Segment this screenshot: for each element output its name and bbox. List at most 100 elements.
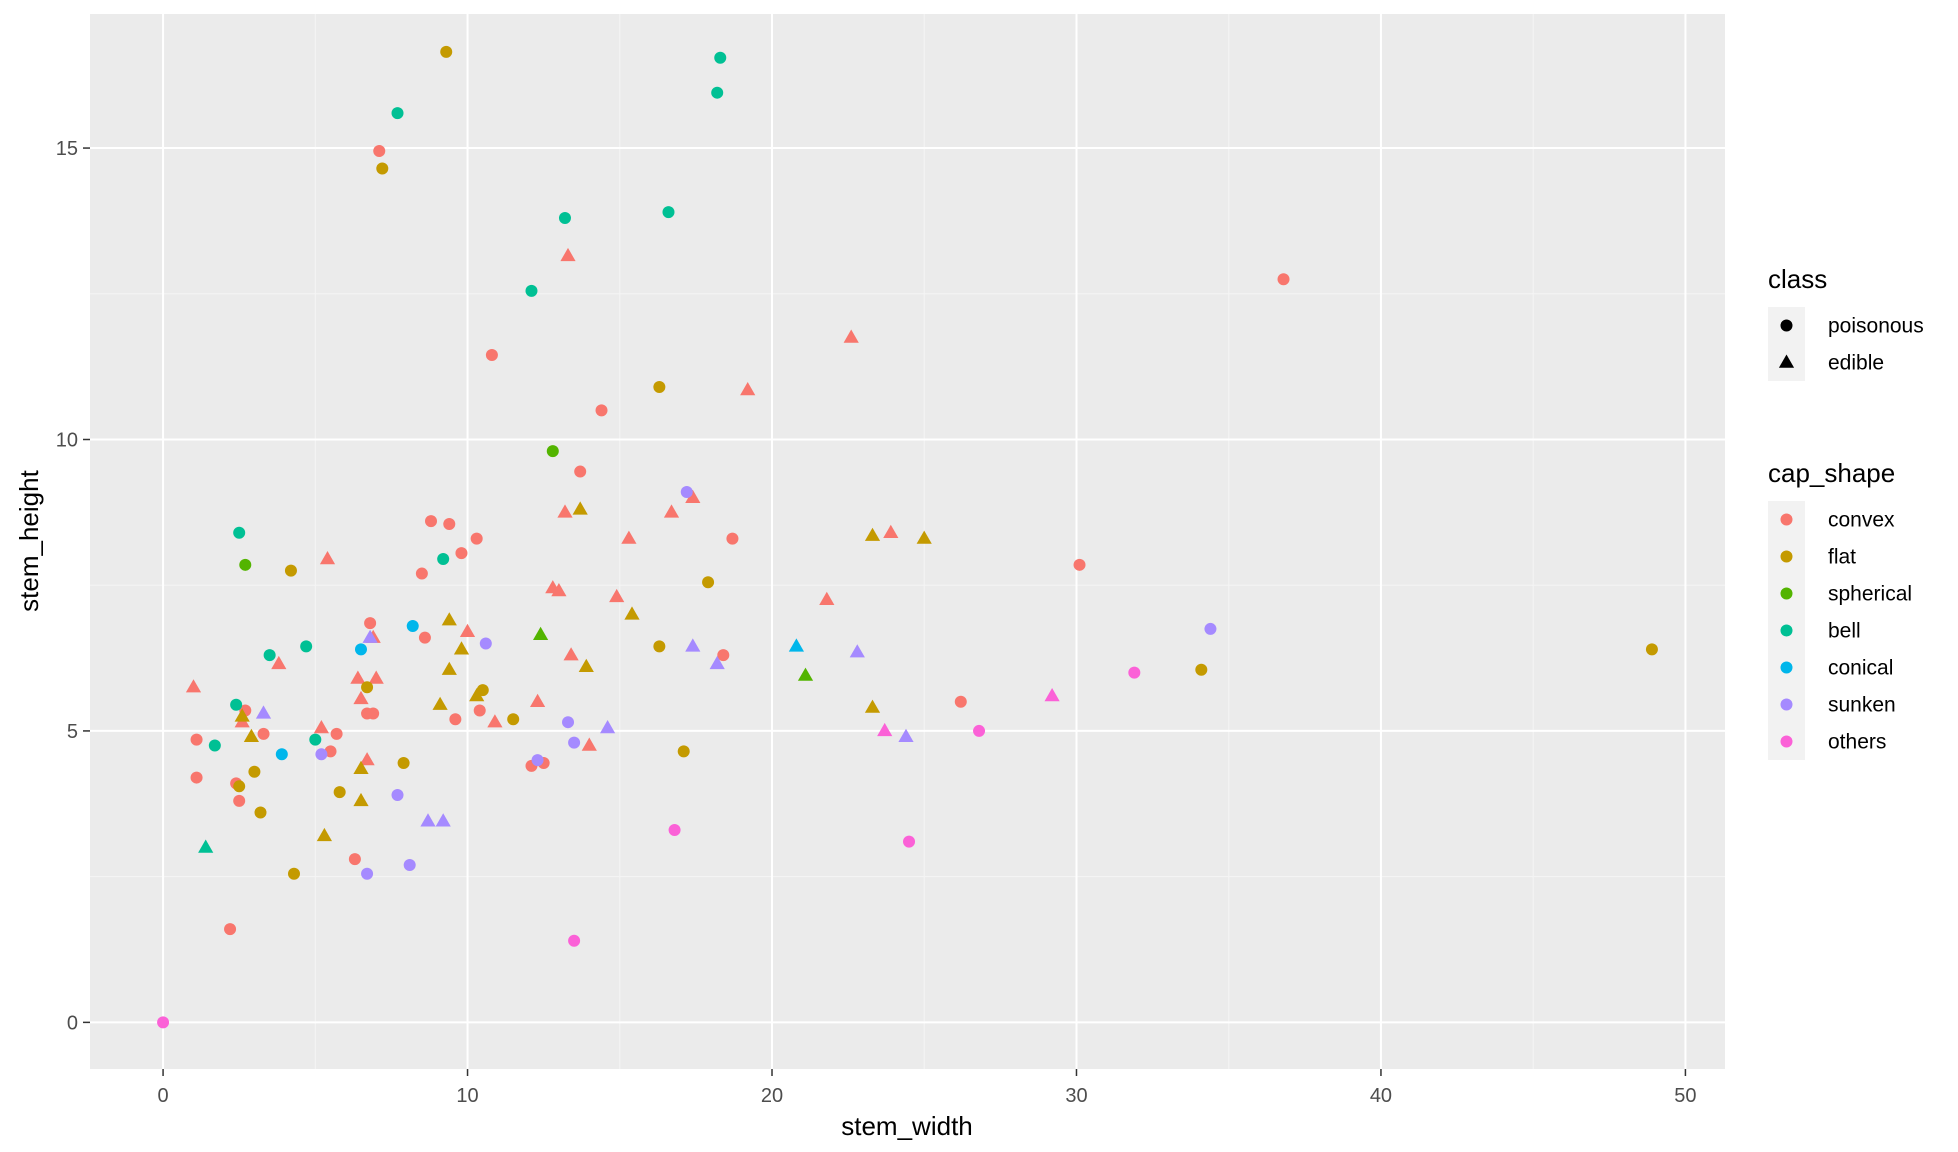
- data-point-poisonous-flat: [653, 381, 666, 394]
- legend-cap-shape-title: cap_shape: [1768, 458, 1895, 488]
- data-point-edible-convex: [581, 737, 597, 751]
- data-point-edible-sunken: [420, 813, 436, 827]
- data-point-poisonous-flat: [376, 162, 389, 175]
- data-point-edible-convex: [359, 752, 375, 766]
- data-point-poisonous-bell: [233, 526, 246, 539]
- data-point-poisonous-convex: [1073, 558, 1086, 571]
- data-point-poisonous-sunken: [361, 867, 374, 880]
- legend-key-spherical: [1780, 587, 1793, 600]
- y-tick-label: 5: [67, 721, 78, 743]
- data-point-edible-convex: [609, 588, 625, 603]
- plot-panel: [90, 14, 1725, 1069]
- y-tick-label: 0: [67, 1012, 78, 1034]
- legend-class-key-background: [1768, 307, 1805, 381]
- data-point-poisonous-convex: [954, 695, 967, 708]
- data-point-edible-convex: [368, 670, 384, 684]
- data-point-poisonous-bell: [208, 739, 221, 752]
- data-point-poisonous-convex: [574, 465, 587, 478]
- data-point-poisonous-conical: [354, 643, 367, 656]
- data-point-poisonous-convex: [224, 923, 237, 936]
- legend-class: class poisonous edible: [1768, 264, 1924, 381]
- data-point-edible-flat: [578, 658, 594, 672]
- data-point-poisonous-bell: [230, 698, 243, 711]
- data-point-edible-convex: [663, 504, 680, 518]
- legend-class-keys: poisonous edible: [1768, 307, 1924, 381]
- data-point-poisonous-convex: [233, 794, 246, 807]
- data-point-edible-flat: [353, 792, 369, 807]
- legend-key-sunken: [1780, 698, 1793, 711]
- data-point-edible-convex: [843, 329, 859, 343]
- data-point-poisonous-sunken: [479, 637, 492, 650]
- data-point-poisonous-flat: [677, 745, 690, 758]
- y-axis-title: stem_height: [14, 469, 44, 611]
- x-tick-label: 40: [1370, 1085, 1392, 1107]
- x-tick-label: 20: [761, 1085, 783, 1107]
- legend-key-edible: [1778, 354, 1795, 368]
- data-point-edible-spherical: [797, 667, 814, 681]
- legend-label-sunken: sunken: [1828, 694, 1896, 717]
- data-point-poisonous-convex: [348, 853, 361, 866]
- data-point-poisonous-others: [668, 824, 681, 837]
- legend-label-poisonous: poisonous: [1828, 315, 1924, 338]
- data-point-poisonous-flat: [1645, 643, 1658, 656]
- data-point-edible-flat: [864, 527, 881, 541]
- data-point-poisonous-conical: [406, 620, 419, 633]
- data-point-poisonous-flat: [653, 640, 666, 653]
- data-point-poisonous-convex: [425, 515, 438, 528]
- data-point-edible-others: [877, 722, 893, 737]
- legend-label-edible: edible: [1828, 352, 1884, 375]
- data-point-edible-bell: [198, 839, 214, 853]
- x-tick-label: 30: [1065, 1085, 1087, 1107]
- data-point-poisonous-flat: [333, 786, 346, 799]
- data-point-poisonous-sunken: [531, 754, 544, 767]
- data-point-edible-convex: [819, 591, 835, 605]
- data-point-edible-flat: [916, 530, 932, 544]
- data-point-poisonous-convex: [726, 532, 739, 545]
- legend-key-flat: [1780, 550, 1793, 563]
- data-point-poisonous-others: [157, 1016, 170, 1029]
- legend-label-bell: bell: [1828, 620, 1861, 643]
- data-point-poisonous-convex: [373, 144, 386, 157]
- y-tick-label: 10: [56, 429, 78, 451]
- data-point-edible-sunken: [898, 728, 914, 742]
- data-point-poisonous-flat: [254, 806, 267, 819]
- legend-label-spherical: spherical: [1828, 583, 1912, 606]
- data-point-edible-convex: [551, 583, 567, 597]
- data-point-poisonous-sunken: [315, 748, 328, 761]
- data-point-poisonous-convex: [1277, 273, 1290, 286]
- x-tick-label: 50: [1674, 1085, 1696, 1107]
- data-point-poisonous-spherical: [239, 558, 252, 571]
- data-point-poisonous-sunken: [391, 789, 404, 802]
- data-point-edible-flat: [432, 696, 448, 710]
- data-point-poisonous-convex: [257, 727, 270, 740]
- data-point-poisonous-sunken: [568, 736, 581, 749]
- data-point-poisonous-flat: [440, 45, 453, 58]
- legend-key-conical: [1780, 661, 1793, 674]
- data-point-poisonous-convex: [473, 704, 486, 717]
- data-point-poisonous-bell: [391, 107, 404, 120]
- data-point-poisonous-others: [973, 724, 986, 737]
- data-point-poisonous-bell: [662, 206, 675, 219]
- data-point-poisonous-conical: [275, 748, 288, 761]
- data-point-poisonous-sunken: [403, 858, 416, 871]
- data-point-poisonous-sunken: [680, 485, 693, 498]
- data-point-edible-convex: [185, 679, 202, 693]
- legend-key-bell: [1780, 624, 1793, 637]
- data-point-poisonous-convex: [324, 745, 337, 758]
- data-point-poisonous-convex: [418, 631, 431, 644]
- data-point-poisonous-sunken: [562, 716, 575, 729]
- data-point-edible-convex: [459, 623, 476, 637]
- data-point-edible-convex: [685, 489, 701, 503]
- data-point-poisonous-sunken: [1204, 622, 1217, 635]
- data-point-poisonous-spherical: [546, 445, 559, 458]
- data-point-edible-sunken: [685, 638, 701, 652]
- legend-label-convex: convex: [1828, 509, 1895, 532]
- data-point-edible-flat: [469, 688, 485, 702]
- y-axis: 0 5 10 15: [56, 138, 90, 1034]
- data-point-poisonous-flat: [284, 564, 297, 577]
- data-point-edible-flat: [624, 606, 640, 620]
- legend-label-flat: flat: [1828, 546, 1856, 569]
- legend-class-title: class: [1768, 264, 1827, 294]
- data-point-edible-flat: [353, 760, 369, 774]
